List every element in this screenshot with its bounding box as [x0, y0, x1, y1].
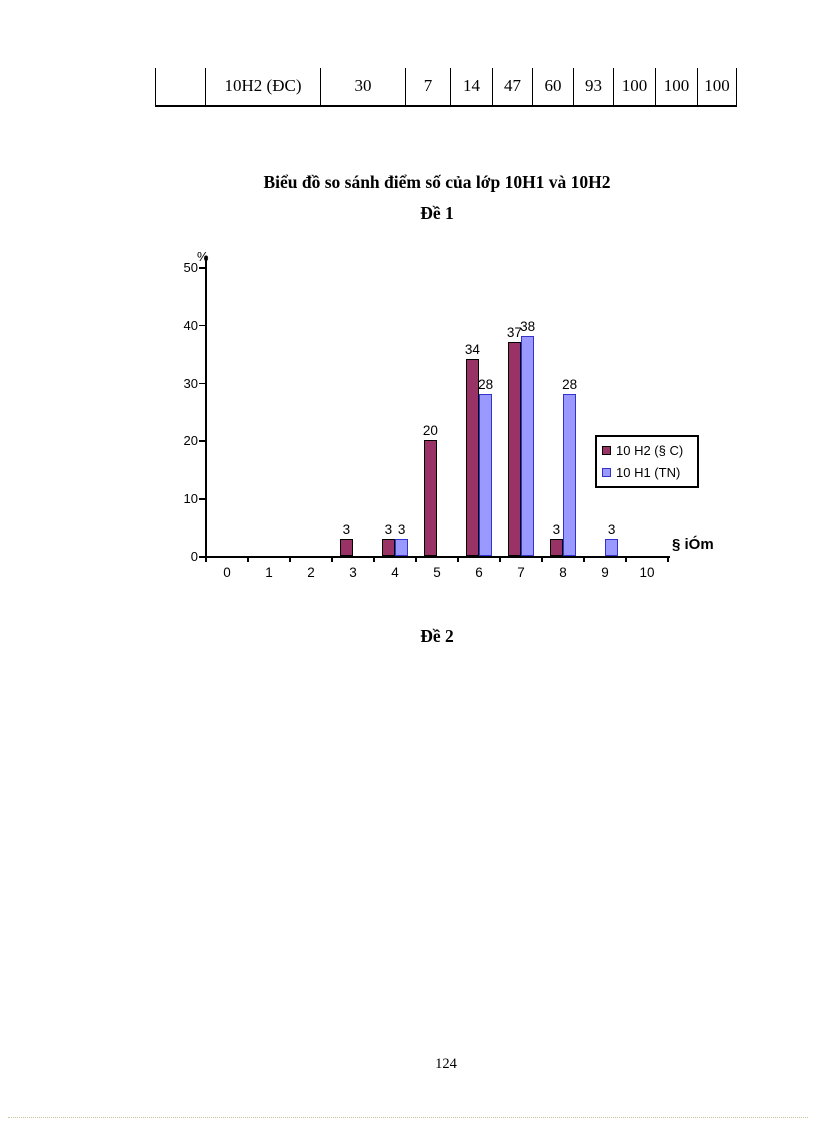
bar-label-dc-8: 3	[552, 521, 561, 537]
bar-dc-6	[465, 359, 479, 556]
y-tick-10	[199, 498, 205, 500]
x-tick-1	[247, 558, 249, 562]
bar-label-dc-7: 37	[506, 325, 522, 341]
table-cell: 30	[320, 68, 405, 105]
y-tick-20	[199, 440, 205, 442]
bar-label-dc-3: 3	[342, 521, 351, 537]
legend-label: 10 H2 (§ C)	[616, 443, 684, 458]
y-tick-40	[199, 324, 205, 327]
y-tick-label-50: 50	[183, 260, 198, 275]
table-cell-class: 10H2 (ĐC)	[205, 68, 320, 105]
bar-label-dc-4: 3	[384, 521, 393, 537]
y-tick-0	[199, 556, 205, 558]
bar-label-dc-5: 20	[422, 423, 438, 439]
page-bottom-dotted-rule	[8, 1117, 808, 1118]
legend-item-tn: 10 H1 (TN)	[602, 462, 697, 484]
y-tick-label-20: 20	[183, 433, 198, 449]
chart-legend: 10 H2 (§ C) 10 H1 (TN)	[595, 435, 699, 488]
page-number: 124	[435, 1056, 457, 1072]
table-cell: 93	[573, 68, 613, 105]
bar-tn-6	[479, 394, 493, 556]
bar-dc-4	[381, 538, 395, 556]
table-row: 10H2 (ĐC) 30 7 14 47 60 93 100 100 100	[155, 68, 737, 107]
bar-tn-4	[395, 538, 409, 556]
bar-dc-5	[423, 440, 437, 556]
bar-label-tn-8: 28	[562, 377, 578, 393]
x-tick-0	[205, 558, 207, 562]
y-tick-label-30: 30	[183, 375, 198, 391]
bar-tn-9	[605, 538, 619, 556]
y-tick-30	[199, 382, 205, 385]
x-tick-label-7: 7	[517, 565, 525, 580]
y-axis-line	[205, 256, 207, 558]
table-cell: 47	[492, 68, 532, 105]
bar-dc-3	[339, 538, 353, 556]
legend-item-dc: 10 H2 (§ C)	[602, 440, 697, 462]
x-tick-8	[541, 558, 543, 562]
bar-label-tn-4: 3	[397, 521, 406, 537]
y-tick-label-10: 10	[183, 491, 198, 507]
x-tick-3	[331, 558, 333, 562]
x-tick-label-3: 3	[349, 565, 357, 580]
x-tick-label-8: 8	[559, 565, 567, 580]
chart-subtitle: Đề 1	[420, 203, 454, 223]
bar-tn-7	[521, 336, 535, 556]
table-cell: 100	[613, 68, 655, 105]
x-tick-label-6: 6	[475, 565, 483, 580]
bar-label-dc-6: 34	[464, 342, 480, 358]
table-cell: 14	[450, 68, 492, 105]
y-tick-label-0: 0	[190, 549, 198, 564]
x-tick-label-2: 2	[307, 565, 315, 580]
table-cell	[155, 68, 205, 105]
y-tick-label-40: 40	[183, 317, 198, 333]
bar-dc-7	[507, 342, 521, 556]
bar-tn-8	[563, 394, 577, 556]
x-tick-label-9: 9	[601, 565, 609, 580]
x-axis-line	[205, 556, 670, 558]
x-tick-11	[667, 558, 669, 562]
y-tick-50	[199, 267, 205, 269]
x-axis-title: § iÓm	[672, 536, 714, 553]
x-tick-5	[415, 558, 417, 562]
x-tick-4	[373, 558, 375, 562]
bar-dc-8	[549, 538, 563, 556]
table-cell: 7	[405, 68, 450, 105]
x-tick-6	[457, 558, 459, 562]
x-tick-7	[499, 558, 501, 562]
x-tick-label-0: 0	[223, 565, 231, 580]
legend-swatch-icon	[602, 468, 611, 477]
section-heading-de2: Đề 2	[420, 626, 454, 646]
x-tick-label-4: 4	[391, 565, 399, 580]
x-tick-label-1: 1	[265, 565, 273, 580]
chart-title: Biểu đồ so sánh điểm số của lớp 10H1 và …	[263, 172, 611, 192]
bar-label-tn-9: 3	[607, 521, 616, 537]
x-tick-label-10: 10	[639, 565, 655, 580]
x-tick-9	[583, 558, 585, 562]
table-cell: 100	[697, 68, 737, 105]
y-axis-unit-label: %	[197, 249, 209, 264]
x-tick-label-5: 5	[433, 565, 441, 580]
x-tick-2	[289, 558, 291, 562]
legend-swatch-icon	[602, 446, 611, 455]
x-tick-10	[625, 558, 627, 562]
bar-label-tn-7: 38	[520, 319, 536, 335]
table-cell: 100	[655, 68, 697, 105]
legend-label: 10 H1 (TN)	[616, 465, 681, 480]
table-cell: 60	[532, 68, 573, 105]
bar-label-tn-6: 28	[478, 377, 494, 393]
